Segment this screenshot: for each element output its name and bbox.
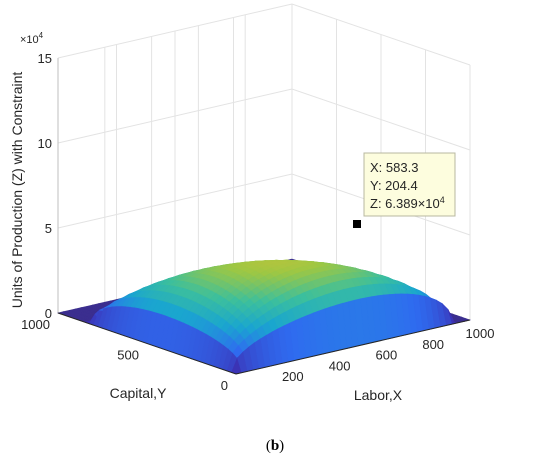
datatip-y: Y: 204.4 xyxy=(370,178,418,193)
y-tick-label: 0 xyxy=(221,378,228,393)
datatip-z: Z: 6.389×104 xyxy=(370,195,445,211)
y-axis-label: Capital,Y xyxy=(110,385,167,401)
z-tick-label: 15 xyxy=(38,51,52,66)
y-axis-line xyxy=(57,312,237,375)
y-tick-label: 500 xyxy=(117,348,139,363)
z-tick-label: 0 xyxy=(45,306,52,321)
z-tick-label: 5 xyxy=(45,221,52,236)
z-exponent-label: ×104 xyxy=(20,31,44,46)
datatip-box xyxy=(363,152,456,217)
x-axis-line xyxy=(235,319,471,375)
x-axis-label: Labor,X xyxy=(354,387,403,403)
z-axis-label: Units of Production (Z) with Constraint xyxy=(9,72,25,309)
y-tick-label: 1000 xyxy=(21,317,50,332)
x-tick-label: 1000 xyxy=(466,326,495,341)
datatip-x: X: 583.3 xyxy=(370,160,418,175)
z-tick-label: 10 xyxy=(38,136,52,151)
surface-layer xyxy=(56,258,472,375)
x-tick-label: 600 xyxy=(376,348,398,363)
datatip[interactable]: X: 583.3 Y: 204.4 Z: 6.389×104 xyxy=(363,152,456,217)
x-tick-label: 200 xyxy=(282,369,304,384)
datatip-marker[interactable] xyxy=(353,220,361,228)
figure-caption: (b) xyxy=(265,438,285,454)
x-tick-label: 800 xyxy=(422,337,444,352)
x-tick-label: 400 xyxy=(329,358,351,373)
caption-letter: b xyxy=(270,438,280,454)
